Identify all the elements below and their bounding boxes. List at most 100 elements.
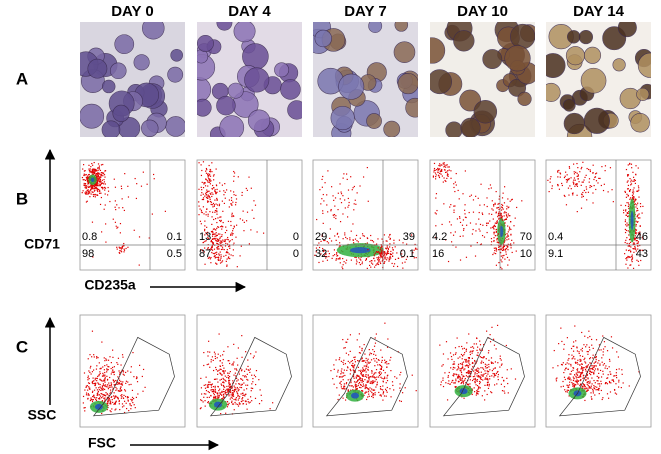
dot [109,392,111,395]
dot [85,193,87,195]
dot [209,171,211,173]
dot [323,200,325,202]
dot [586,365,588,367]
dot [236,391,238,393]
dot [476,242,478,244]
dot [587,364,590,366]
dot [601,166,603,168]
dot [366,363,368,365]
dot [570,365,572,367]
dot [632,243,634,245]
dot [514,217,516,219]
dot [242,219,244,221]
dot [223,394,225,396]
dot [488,213,490,215]
dot [85,386,87,389]
dot [584,399,586,402]
dot [627,267,629,269]
dot [504,240,506,242]
dot [580,360,582,362]
dot [87,185,89,187]
dot [505,248,508,250]
dot [493,374,496,376]
dot [603,341,606,343]
dot [500,214,502,217]
dot [232,391,234,394]
dot [98,183,100,185]
dot [372,394,374,397]
dot [325,253,327,256]
dot [365,385,367,387]
dot [119,383,121,385]
dot [99,169,102,172]
dot [131,396,134,399]
dot [574,179,576,181]
dot [350,259,352,261]
dot [327,250,329,252]
dot [493,344,496,346]
dot [217,238,219,240]
dot [627,205,630,208]
dot [486,393,488,396]
dot [209,383,211,386]
dot [633,237,635,239]
dot [589,349,591,351]
dot [579,384,581,387]
dot [492,368,495,370]
dot [219,190,221,192]
dot [81,176,84,179]
dot [450,170,452,172]
dot [507,235,510,237]
dot [642,249,644,251]
dot [224,391,226,393]
dot [377,364,379,366]
dot [355,381,357,383]
dot [638,213,640,215]
dot [637,245,639,247]
cell [453,30,475,52]
dot [365,375,367,377]
dot [465,350,467,352]
dot [226,229,228,232]
dot [493,233,495,235]
dot [510,234,512,236]
dot [92,185,94,187]
dot [615,368,618,371]
dot [496,371,498,373]
dot [328,255,330,258]
dot [586,389,588,391]
dot [587,384,589,387]
dot [361,357,364,359]
dot [633,203,636,206]
dot [109,384,111,386]
dot [380,251,382,253]
dot [131,400,133,402]
dot [213,392,215,394]
dot [100,389,102,392]
dot [459,378,461,380]
dot [384,359,386,361]
dot [215,232,217,234]
dot [223,194,225,196]
dot [572,376,574,378]
dot [401,256,403,258]
dot [198,188,200,190]
dot [322,247,324,250]
dot [564,195,566,198]
dot [626,202,628,204]
dot [237,176,239,178]
dot [393,242,395,244]
dot [114,186,117,188]
dot [381,359,383,362]
dot [642,205,644,208]
dot [220,378,223,380]
dot [484,365,487,368]
dot [627,215,629,218]
dot [603,183,605,185]
dot [500,209,503,211]
dot [215,263,218,265]
dot [246,408,248,410]
dot [627,174,629,177]
dot [204,263,206,265]
dot [345,387,348,389]
